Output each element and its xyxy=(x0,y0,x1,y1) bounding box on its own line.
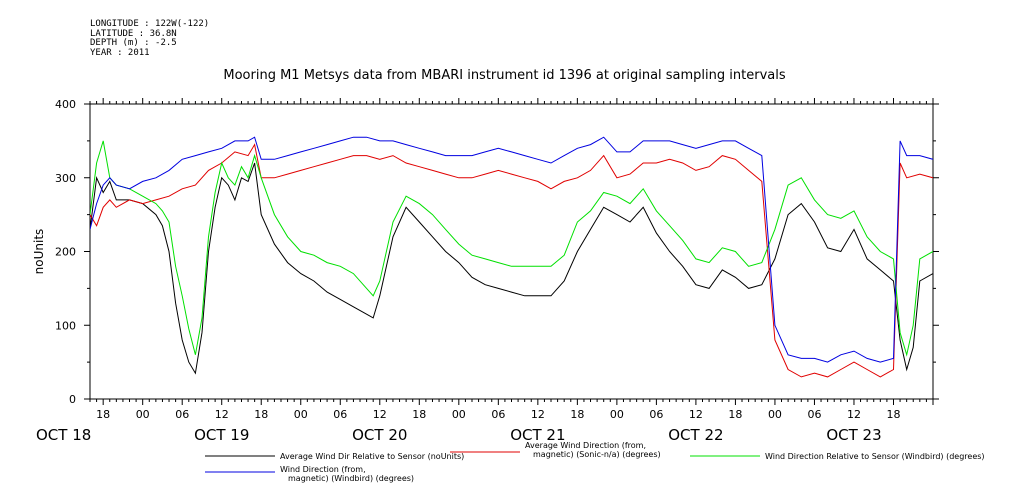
y-tick-label: 400 xyxy=(55,98,76,111)
series-line-2 xyxy=(90,143,933,378)
y-tick-label: 100 xyxy=(55,319,76,332)
x-hour-label: 06 xyxy=(175,408,189,421)
series-line-4 xyxy=(90,136,933,363)
chart-title: Mooring M1 Metsys data from MBARI instru… xyxy=(223,68,786,83)
legend-label-1: Average Wind Dir Relative to Sensor (noU… xyxy=(280,452,464,461)
y-tick-label: 0 xyxy=(69,393,76,406)
x-day-label: OCT 20 xyxy=(352,426,407,444)
x-hour-label: 06 xyxy=(807,408,821,421)
x-hour-label: 06 xyxy=(491,408,505,421)
x-hour-label: 06 xyxy=(649,408,663,421)
x-hour-label: 18 xyxy=(96,408,110,421)
x-hour-label: 12 xyxy=(847,408,861,421)
metadata-block: LONGITUDE : 122W(-122) LATITUDE : 36.8N … xyxy=(90,19,210,58)
meta-year: YEAR : 2011 xyxy=(90,47,150,58)
x-hour-label: 00 xyxy=(136,408,150,421)
y-axis-label: noUnits xyxy=(32,229,46,275)
legend-label-4: Wind Direction (from, magnetic) (Windbird… xyxy=(280,465,414,483)
x-hour-label: 18 xyxy=(412,408,426,421)
series-line-1 xyxy=(90,162,933,375)
x-hour-label: 00 xyxy=(452,408,466,421)
x-hour-label: 12 xyxy=(215,408,229,421)
x-hour-label: 12 xyxy=(373,408,387,421)
x-hour-label: 18 xyxy=(254,408,268,421)
x-hour-label: 12 xyxy=(531,408,545,421)
plot-frame xyxy=(89,103,934,400)
x-hour-label: 00 xyxy=(610,408,624,421)
meta-depth: DEPTH (m) : -2.5 xyxy=(90,38,177,48)
x-hour-label: 00 xyxy=(294,408,308,421)
x-day-label: OCT 23 xyxy=(826,426,881,444)
legend-label-2: Average Wind Direction (from, magnetic) (… xyxy=(525,441,661,459)
x-hour-label: 00 xyxy=(768,408,782,421)
x-day-label: OCT 19 xyxy=(194,426,249,444)
x-hour-label: 18 xyxy=(886,408,900,421)
legend-label-3: Wind Direction Relative to Sensor (Windb… xyxy=(765,452,985,461)
y-tick-label: 200 xyxy=(55,246,76,259)
x-day-label: OCT 21 xyxy=(510,426,565,444)
x-hour-label: 18 xyxy=(570,408,584,421)
meta-latitude: LATITUDE : 36.8N xyxy=(90,28,177,39)
series-line-3 xyxy=(90,140,933,357)
x-hour-label: 18 xyxy=(728,408,742,421)
x-day-label: OCT 22 xyxy=(668,426,723,444)
y-tick-label: 300 xyxy=(55,172,76,185)
meta-longitude: LONGITUDE : 122W(-122) xyxy=(90,19,210,29)
x-day-label: OCT 18 xyxy=(36,426,91,444)
x-hour-label: 06 xyxy=(333,408,347,421)
x-hour-label: 12 xyxy=(689,408,703,421)
